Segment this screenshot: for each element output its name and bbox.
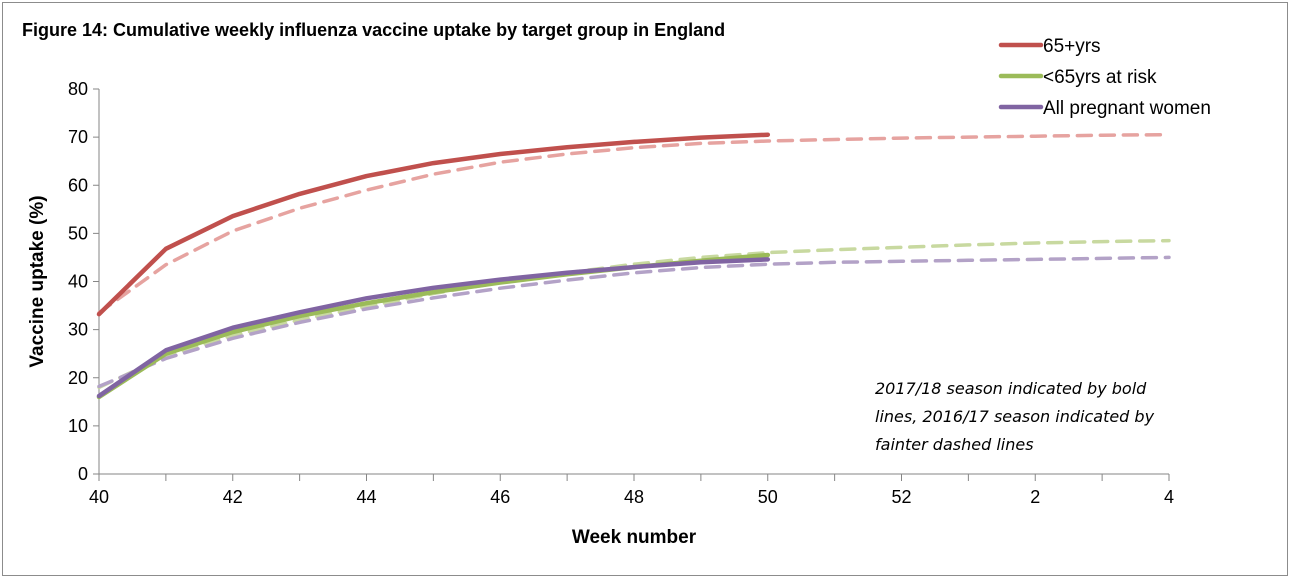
y-tick-label: 70 <box>68 127 88 147</box>
x-tick-label: 2 <box>1030 487 1040 507</box>
65-yrs-2017-18-line <box>96 132 771 317</box>
x-tick-label: 46 <box>490 487 510 507</box>
y-tick-label: 0 <box>78 464 88 484</box>
note-line: lines, 2016/17 season indicated by <box>875 407 1155 426</box>
y-tick-label: 40 <box>68 272 88 292</box>
series-2017-18-group <box>96 132 771 400</box>
x-tick-label: 48 <box>624 487 644 507</box>
series-4-2016-17-line <box>97 238 1171 390</box>
x-tick-label: 50 <box>758 487 778 507</box>
x-axis-title: Week number <box>572 527 697 548</box>
note-line: fainter dashed lines <box>875 435 1034 454</box>
series-5-2016-17-line <box>97 255 1171 389</box>
note-line: 2017/18 season indicated by bold <box>875 379 1147 398</box>
x-tick-label: 4 <box>1164 487 1174 507</box>
x-tick-label: 52 <box>891 487 911 507</box>
y-tick-label: 10 <box>68 416 88 436</box>
y-tick-label: 30 <box>68 320 88 340</box>
65yrs-at-risk-2017-18-line <box>96 252 771 400</box>
y-axis: 0 10 20 30 40 50 60 70 80 <box>68 79 100 484</box>
legend-label-all-pregnant-women: All pregnant women <box>1043 98 1211 119</box>
chart-title: Figure 14: Cumulative weekly influenza v… <box>22 20 725 40</box>
legend-label-65yrs-at-risk: <65yrs at risk <box>1043 67 1157 88</box>
series-2016-17-group <box>97 132 1171 390</box>
y-tick-label: 80 <box>68 79 88 99</box>
season-note: 2017/18 season indicated by bold lines, 2… <box>875 379 1155 454</box>
line-chart: Figure 14: Cumulative weekly influenza v… <box>22 20 1211 548</box>
all-pregnant-women-2017-18-line <box>96 257 771 399</box>
legend-label-65-yrs: 65+yrs <box>1043 36 1101 57</box>
x-tick-label: 44 <box>356 487 376 507</box>
legend: 65+yrs <65yrs at risk All pregnant women <box>998 36 1211 119</box>
y-tick-label: 60 <box>68 175 88 195</box>
y-axis-title: Vaccine uptake (%) <box>27 195 48 367</box>
x-axis: 40 42 44 46 48 50 52 2 4 <box>89 473 1174 507</box>
y-tick-label: 50 <box>68 223 88 243</box>
x-tick-label: 40 <box>89 487 109 507</box>
series-3-2016-17-line <box>97 132 1171 315</box>
x-tick-label: 42 <box>223 487 243 507</box>
y-tick-label: 20 <box>68 368 88 388</box>
